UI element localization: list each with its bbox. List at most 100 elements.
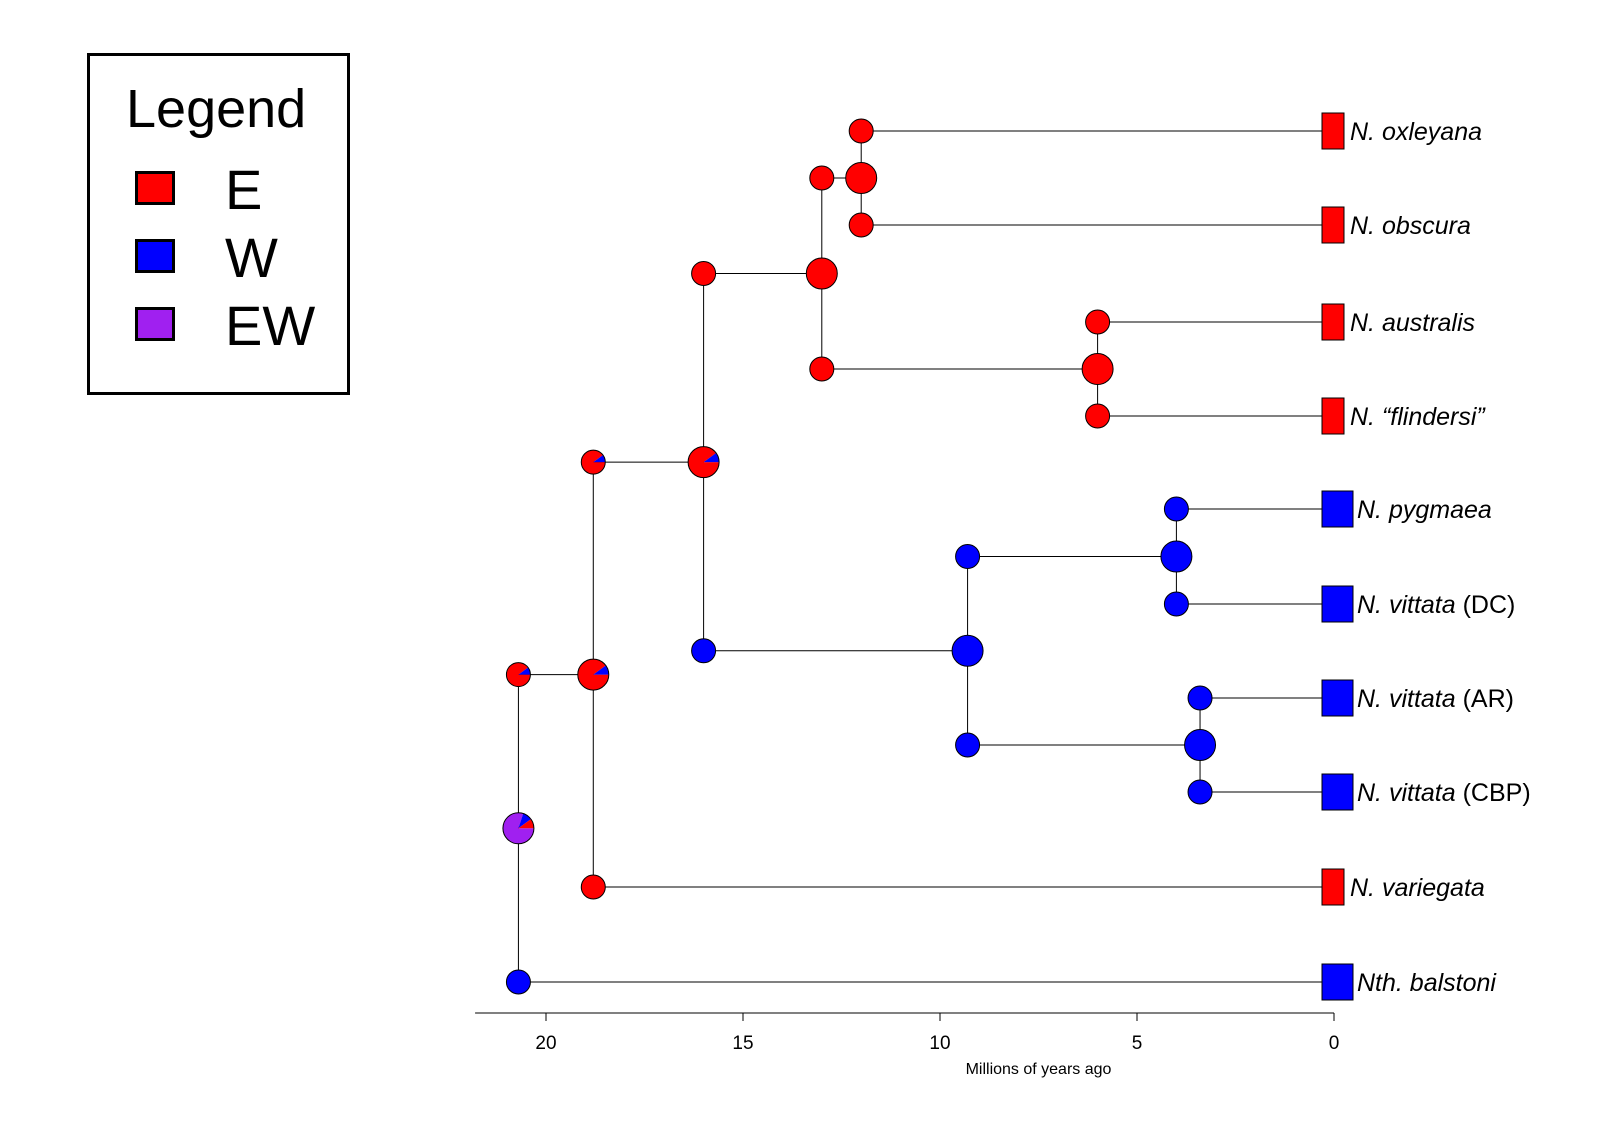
node-pie-root-slice-e bbox=[518, 819, 534, 829]
tip-genus: N. australis bbox=[1350, 309, 1475, 337]
x-tick-label-15: 15 bbox=[732, 1033, 753, 1054]
edge-pie-obscura-slice-e bbox=[848, 212, 874, 238]
tip-box-vittata_CBP bbox=[1321, 773, 1354, 811]
legend-item-w: W bbox=[135, 227, 335, 299]
edge-pie-obscura bbox=[848, 212, 874, 238]
edge-pie-n_ew8 bbox=[580, 449, 606, 475]
edge-pie-balstoni-slice-w bbox=[505, 969, 531, 995]
node-pie-n_ar_cbp-slice-w bbox=[1184, 729, 1217, 761]
node-pie-n_core9-slice-e bbox=[577, 659, 609, 691]
node-pie-n_au_fl bbox=[1081, 353, 1114, 385]
node-pie-n_ox_ob bbox=[845, 162, 878, 194]
tip-label-oxleyana: N. oxleyana bbox=[1350, 118, 1482, 146]
legend-label-e: E bbox=[225, 158, 263, 221]
tip-genus: N. pygmaea bbox=[1357, 496, 1492, 524]
legend-item-ew: EW bbox=[135, 295, 335, 367]
tip-genus: N. obscura bbox=[1350, 212, 1471, 240]
tip-box-balstoni bbox=[1321, 963, 1354, 1001]
tip-genus: N. vittata bbox=[1357, 685, 1456, 713]
edge-pie-pygmaea-slice-w bbox=[1163, 496, 1189, 522]
edge-pie-n_core9-outline bbox=[505, 662, 531, 688]
edge-pie-n_au_fl bbox=[809, 356, 835, 382]
tip-label-vittata_AR: N. vittata (AR) bbox=[1357, 685, 1514, 713]
tip-label-australis: N. australis bbox=[1350, 309, 1475, 337]
edge-pie-n_core9 bbox=[505, 662, 531, 688]
node-pie-root bbox=[502, 812, 535, 845]
tip-box-variegata bbox=[1321, 868, 1345, 906]
edge-pie-vittata_CBP-slice-w bbox=[1187, 779, 1213, 805]
node-pie-n_au_fl-slice-e bbox=[1081, 353, 1114, 385]
edge-pie-vittata_DC-slice-w bbox=[1163, 591, 1189, 617]
edge-pie-n_east4 bbox=[691, 261, 717, 286]
x-tick-label-0: 0 bbox=[1329, 1033, 1340, 1054]
tip-label-obscura: N. obscura bbox=[1350, 212, 1471, 240]
node-pie-n_ox_ob-slice-e bbox=[845, 162, 878, 194]
node-pie-n_core9-outline bbox=[577, 658, 610, 691]
edge-pie-n_west4 bbox=[691, 638, 717, 664]
tip-genus: N. vittata bbox=[1357, 779, 1456, 807]
tip-genus: N. vittata bbox=[1357, 591, 1456, 619]
edge-pie-n_py_dc-slice-w bbox=[955, 544, 981, 569]
node-pie-root-slice-w bbox=[518, 813, 531, 829]
node-pie-n_core9 bbox=[577, 658, 610, 691]
edge-pie-n_core9-slice-e bbox=[506, 662, 531, 687]
node-pie-n_core9-slice-w bbox=[593, 665, 609, 675]
tip-box-vittata_AR bbox=[1321, 679, 1354, 717]
edge-pie-n_core9-slice-w bbox=[518, 667, 531, 675]
node-pie-n_ew8-slice-w bbox=[703, 453, 720, 463]
edge-pie-oxleyana bbox=[848, 118, 874, 144]
edge-pie-n_ar_cbp bbox=[955, 732, 981, 758]
legend-label-w: W bbox=[225, 226, 278, 289]
node-pie-n_py_dc bbox=[1160, 540, 1193, 573]
edge-pie-n_au_fl-slice-e bbox=[809, 356, 835, 382]
tip-label-vittata_DC: N. vittata (DC) bbox=[1357, 591, 1515, 619]
edge-pie-variegata-slice-e bbox=[580, 874, 606, 900]
edge-pie-n_ar_cbp-slice-w bbox=[955, 732, 981, 758]
tip-label-flindersi: N. “flindersi” bbox=[1350, 403, 1486, 431]
edge-pie-oxleyana-slice-e bbox=[848, 118, 874, 144]
legend: Legend E W EW bbox=[87, 53, 350, 395]
legend-item-e: E bbox=[135, 159, 335, 231]
legend-label-ew: EW bbox=[225, 294, 316, 357]
x-tick-label-5: 5 bbox=[1132, 1033, 1143, 1054]
x-axis-title: Millions of years ago bbox=[966, 1061, 1112, 1078]
tip-genus: N. oxleyana bbox=[1350, 118, 1482, 146]
edge-pie-vittata_DC bbox=[1163, 591, 1189, 617]
node-pie-n_east4-slice-e bbox=[805, 257, 838, 290]
node-pie-n_ew8 bbox=[687, 446, 720, 479]
tip-label-balstoni: Nth. balstoni bbox=[1357, 969, 1497, 997]
tip-box-australis bbox=[1321, 303, 1345, 341]
edge-pie-variegata bbox=[580, 874, 606, 900]
tip-box-obscura bbox=[1321, 206, 1345, 244]
edge-pie-pygmaea bbox=[1163, 496, 1189, 522]
edge-pie-n_ew8-slice-w bbox=[593, 455, 606, 463]
x-tick-label-10: 10 bbox=[929, 1033, 950, 1054]
tip-suffix: (DC) bbox=[1456, 591, 1516, 619]
tip-label-vittata_CBP: N. vittata (CBP) bbox=[1357, 779, 1531, 807]
tip-genus: N. “flindersi” bbox=[1350, 403, 1486, 431]
node-pie-n_east4 bbox=[805, 257, 838, 290]
tip-box-vittata_DC bbox=[1321, 585, 1354, 623]
tip-genus: Nth. balstoni bbox=[1357, 969, 1497, 997]
node-pie-n_west4-slice-w bbox=[951, 634, 984, 667]
tip-label-pygmaea: N. pygmaea bbox=[1357, 496, 1492, 524]
edge-pie-flindersi bbox=[1085, 403, 1111, 429]
edge-pie-n_ox_ob-slice-e bbox=[809, 165, 835, 191]
legend-swatch-e bbox=[135, 171, 175, 205]
edge-pie-australis bbox=[1085, 309, 1111, 335]
tip-suffix: (AR) bbox=[1456, 685, 1514, 713]
node-pie-n_py_dc-slice-w bbox=[1160, 540, 1193, 573]
legend-swatch-w bbox=[135, 239, 175, 273]
tip-genus: N. variegata bbox=[1350, 874, 1485, 902]
edge-pie-vittata_AR-slice-w bbox=[1187, 685, 1213, 711]
node-pie-n_west4 bbox=[951, 634, 984, 667]
edge-pie-australis-slice-e bbox=[1085, 309, 1111, 335]
tip-box-oxleyana bbox=[1321, 112, 1345, 150]
edge-pie-n_west4-slice-w bbox=[691, 638, 717, 664]
node-pie-root-outline bbox=[502, 812, 535, 845]
tip-suffix: (CBP) bbox=[1456, 779, 1531, 807]
tip-label-variegata: N. variegata bbox=[1350, 874, 1485, 902]
tip-box-pygmaea bbox=[1321, 490, 1354, 528]
edge-pie-vittata_CBP bbox=[1187, 779, 1213, 805]
